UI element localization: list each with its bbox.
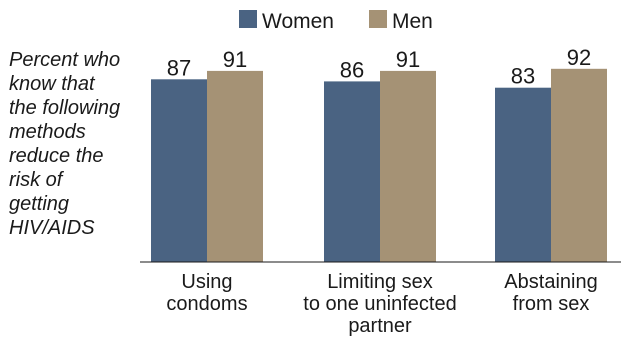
side-note-line: HIV/AIDS (9, 217, 95, 239)
category-label-line: partner (348, 315, 412, 337)
bar-men (380, 70, 436, 263)
legend-swatch-women (239, 10, 257, 28)
category-label-line: Using (181, 271, 232, 293)
category-label-line: condoms (166, 293, 247, 315)
category-label-line: to one uninfected (303, 293, 456, 315)
category-label-line: Limiting sex (327, 271, 433, 293)
value-label-men: 92 (567, 45, 591, 70)
value-label-women: 83 (511, 64, 535, 89)
category-label: Using condoms (166, 271, 247, 315)
side-note-line: reduce the (9, 145, 104, 167)
bar-men (551, 68, 607, 262)
value-label-men: 91 (396, 47, 420, 72)
legend-swatch-men (369, 10, 387, 28)
value-labels: 87 91 86 91 83 92 (167, 45, 591, 89)
bar-men (207, 70, 263, 263)
category-label-line: Abstaining (504, 271, 597, 293)
value-label-women: 86 (340, 57, 364, 82)
side-note-line: know that (9, 73, 96, 95)
bar-women (495, 87, 551, 262)
value-label-men: 91 (223, 47, 247, 72)
category-label: Limiting sex to one uninfected partner (303, 271, 456, 337)
category-label: Abstaining from sex (504, 271, 597, 315)
legend-label-women: Women (262, 10, 334, 33)
value-label-women: 87 (167, 55, 191, 80)
bars (151, 68, 607, 263)
side-note-line: the following (9, 97, 120, 119)
bar-women (324, 81, 380, 263)
side-note: Percent who know that the following meth… (9, 49, 126, 239)
legend-label-men: Men (392, 10, 433, 33)
side-note-line: methods (9, 121, 86, 143)
category-labels: Using condoms Limiting sex to one uninfecte… (166, 271, 597, 337)
side-note-line: Percent who (9, 49, 120, 71)
side-note-line: risk of (9, 169, 65, 191)
category-label-line: from sex (513, 293, 590, 315)
bar-women (151, 79, 207, 262)
legend: Women Men (239, 10, 433, 33)
side-note-line: getting (9, 193, 69, 215)
